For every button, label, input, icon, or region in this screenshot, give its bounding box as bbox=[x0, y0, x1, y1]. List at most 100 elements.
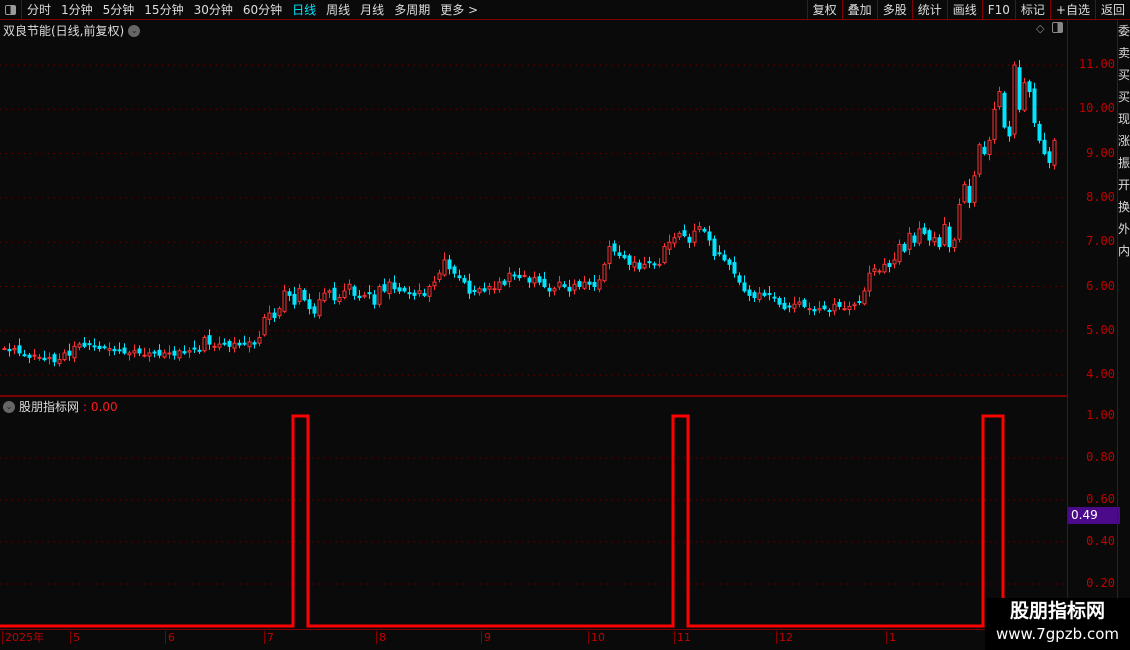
date-tick-label: 11 bbox=[674, 631, 691, 644]
quote-label: 开 bbox=[1118, 178, 1130, 192]
candle-body bbox=[107, 348, 112, 351]
indicator-value: : 0.00 bbox=[83, 399, 118, 414]
candle-body bbox=[137, 348, 142, 354]
quote-label: 买 bbox=[1118, 68, 1130, 82]
period-tab[interactable]: 1分钟 bbox=[61, 3, 93, 17]
candle-body bbox=[572, 283, 577, 291]
candle-body bbox=[942, 223, 947, 246]
candle-body bbox=[807, 308, 812, 311]
candle-body bbox=[497, 281, 502, 291]
price-tick-label: 7.00 bbox=[1086, 234, 1115, 249]
candle-body bbox=[257, 336, 262, 344]
watermark-url: www.7gpzb.com bbox=[996, 625, 1119, 643]
candle-body bbox=[657, 263, 662, 266]
period-tab[interactable]: 多周期 bbox=[394, 3, 431, 17]
crosshair-value-label: 0.49 bbox=[1068, 507, 1120, 524]
period-tab[interactable]: 月线 bbox=[360, 3, 385, 17]
candle-body bbox=[977, 144, 982, 175]
candle-body bbox=[92, 345, 97, 348]
candle-body bbox=[622, 254, 627, 259]
candle-body bbox=[827, 309, 832, 312]
candle-body bbox=[502, 280, 507, 285]
toolbar-button[interactable]: +自选 bbox=[1049, 0, 1095, 20]
candle-body bbox=[617, 252, 622, 256]
period-tab[interactable]: 30分钟 bbox=[193, 3, 233, 17]
candle-body bbox=[232, 342, 237, 349]
candle-body bbox=[902, 243, 907, 252]
diamond-icon[interactable]: ◇ bbox=[1036, 22, 1045, 35]
candle-body bbox=[697, 226, 702, 230]
candle-body bbox=[1022, 82, 1027, 111]
candle-body bbox=[487, 286, 492, 290]
date-tick-label: 8 bbox=[376, 631, 386, 644]
candle-body bbox=[967, 185, 972, 203]
candle-body bbox=[272, 312, 277, 319]
candle-body bbox=[952, 239, 957, 249]
candle-body bbox=[1002, 92, 1007, 128]
candle-body bbox=[152, 351, 157, 354]
candle-body bbox=[782, 302, 787, 310]
period-tab[interactable]: 更多 > bbox=[440, 3, 479, 17]
period-toolbar: 分时 1分钟 5分钟 15分钟 30分钟 60分钟 日线 周线 月线 多周期 更多 > 复权 叠加 多股… bbox=[0, 0, 1130, 20]
toolbar-button[interactable]: F10 bbox=[981, 0, 1015, 20]
candle-body bbox=[1007, 126, 1012, 137]
date-tick-label: 10 bbox=[588, 631, 605, 644]
candle-body bbox=[542, 278, 547, 287]
candle-body bbox=[987, 139, 992, 155]
quote-panel-strip: 委卖买买现涨振开换外内 bbox=[1117, 20, 1130, 650]
indicator-tick-label: 0.80 bbox=[1086, 450, 1115, 464]
candle-body bbox=[822, 305, 827, 310]
candle-body bbox=[532, 277, 537, 284]
candle-body bbox=[387, 281, 392, 295]
candle-body bbox=[752, 292, 757, 299]
candle-body bbox=[907, 232, 912, 250]
candle-body bbox=[252, 342, 257, 345]
toolbar-button[interactable]: 返回 bbox=[1094, 0, 1130, 20]
price-tick-label: 10.00 bbox=[1078, 101, 1115, 116]
candle-body bbox=[772, 296, 777, 299]
period-tab[interactable]: 60分钟 bbox=[242, 3, 283, 17]
candle-body bbox=[632, 261, 637, 268]
quote-label: 卖 bbox=[1118, 46, 1130, 60]
candle-body bbox=[102, 346, 107, 349]
candle-body bbox=[1027, 81, 1032, 93]
toolbar-button[interactable]: 画线 bbox=[946, 0, 982, 20]
candle-body bbox=[212, 345, 217, 348]
candle-body bbox=[862, 290, 867, 305]
toolbar-button[interactable]: 统计 bbox=[911, 0, 947, 20]
candle-body bbox=[392, 282, 397, 290]
toolbar-button[interactable]: 标记 bbox=[1014, 0, 1050, 20]
kline-chart[interactable] bbox=[0, 0, 1067, 630]
candle-body bbox=[367, 292, 372, 295]
toolbar-button[interactable]: 多股 bbox=[876, 0, 912, 20]
chevron-down-icon[interactable]: ⌄ bbox=[3, 400, 15, 413]
candle-body bbox=[692, 230, 697, 243]
panel-toggle-icon[interactable] bbox=[1052, 22, 1064, 33]
period-tab[interactable]: 15分钟 bbox=[144, 3, 184, 17]
candle-body bbox=[922, 227, 927, 234]
period-tab[interactable]: 日线 bbox=[292, 3, 317, 17]
candle-body bbox=[522, 274, 527, 277]
chevron-down-icon[interactable]: ⌄ bbox=[128, 24, 141, 37]
candle-body bbox=[442, 259, 447, 276]
candle-body bbox=[607, 246, 612, 264]
candle-body bbox=[352, 286, 357, 296]
candle-body bbox=[1017, 67, 1022, 110]
candle-body bbox=[282, 290, 287, 312]
period-tab[interactable]: 分时 bbox=[27, 3, 52, 17]
period-tab[interactable]: 周线 bbox=[326, 3, 351, 17]
sidebar-toggle-button[interactable] bbox=[0, 0, 22, 20]
period-tab[interactable]: 5分钟 bbox=[102, 3, 135, 17]
candle-body bbox=[172, 350, 177, 356]
candle-body bbox=[57, 359, 62, 365]
date-axis: 2025年 5 6 7 8 9 10 11 12 1 bbox=[0, 629, 1065, 644]
candle-body bbox=[47, 356, 52, 360]
candle-body bbox=[787, 305, 792, 308]
candle-body bbox=[32, 354, 37, 357]
toolbar-button[interactable]: 复权 bbox=[806, 0, 842, 20]
candle-body bbox=[437, 272, 442, 280]
candle-body bbox=[412, 292, 417, 296]
candle-body bbox=[217, 343, 222, 348]
toolbar-button[interactable]: 叠加 bbox=[841, 0, 877, 20]
candle-body bbox=[557, 281, 562, 288]
